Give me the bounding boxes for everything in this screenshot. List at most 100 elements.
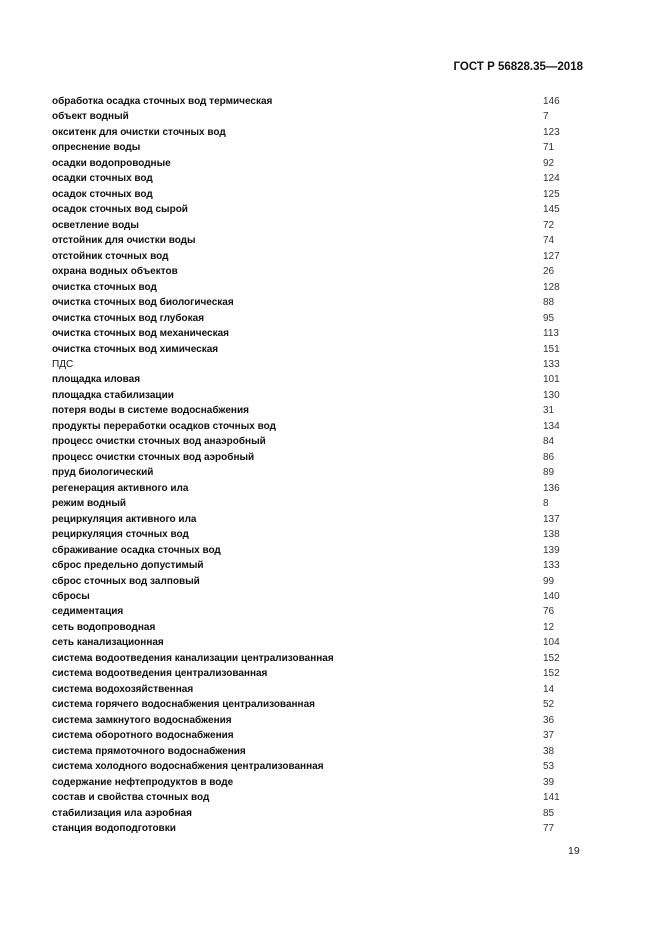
index-page-ref: 139: [543, 544, 560, 556]
index-term: осадок сточных вод: [52, 188, 153, 200]
index-entry: регенерация активного ила 136: [52, 481, 572, 496]
index-term: система прямоточного водоснабжения: [52, 745, 246, 757]
index-term: ПДС: [52, 358, 74, 370]
index-page-ref: 140: [543, 591, 560, 602]
index-entry: сбраживание осадка сточных вод 139: [52, 543, 572, 558]
index-term: очистка сточных вод биологическая: [52, 297, 234, 309]
index-entry: площадка иловая 101: [52, 372, 572, 387]
index-page-ref: 151: [543, 343, 560, 355]
index-page-ref: 92: [543, 157, 555, 169]
index-entry: сеть канализационная 104: [52, 635, 572, 650]
index-page-ref: 8: [543, 498, 549, 510]
index-page-ref: 113: [543, 328, 559, 340]
index-page-ref: 138: [543, 529, 560, 541]
index-term: сеть канализационная: [52, 637, 164, 649]
index-entry: пруд биологический 89: [52, 465, 572, 480]
index-entry: осадки сточных вод 124: [52, 171, 572, 186]
index-term: седиментация: [52, 606, 124, 618]
index-page-ref: 38: [543, 745, 555, 757]
index-term: режим водный: [52, 498, 127, 510]
index-term: система горячего водоснабжения централиз…: [52, 699, 315, 711]
index-page-ref: 133: [543, 358, 560, 370]
index-entry: состав и свойства сточных вод 141: [52, 790, 572, 805]
index-entry: сеть водопроводная 12: [52, 620, 572, 635]
index-term: система водоотведения централизованная: [52, 668, 268, 680]
index-entry: площадка стабилизации 130: [52, 388, 572, 403]
index-term: очистка сточных вод механическая: [52, 328, 229, 340]
index-term: объект водный: [52, 111, 129, 123]
index-entry: система оборотного водоснабжения 37: [52, 728, 572, 743]
index-page-ref: 89: [543, 467, 555, 479]
index-entry: очистка сточных вод механическая 113: [52, 326, 572, 341]
index-term: охрана водных объектов: [52, 266, 178, 278]
index-entry: осадок сточных вод сырой 145: [52, 202, 572, 217]
index-entry: стабилизация ила аэробная 85: [52, 806, 572, 821]
index-term: система водохозяйственная: [52, 683, 194, 695]
index-term: отстойник для очистки воды: [52, 235, 196, 247]
index-entry: система водохозяйственная 14: [52, 682, 572, 697]
page-number: 19: [568, 845, 580, 857]
index-term: очистка сточных вод химическая: [52, 343, 219, 355]
index-term: потеря воды в системе водоснабжения: [52, 405, 249, 417]
index-page-ref: 84: [543, 436, 555, 448]
index-term: сброс предельно допустимый: [52, 560, 204, 572]
index-term: состав и свойства сточных вод: [52, 792, 210, 804]
index-entry: режим водный 8: [52, 496, 572, 511]
index-term: очистка сточных вод глубокая: [52, 312, 205, 324]
alphabetical-index: обработка осадка сточных вод термическая…: [52, 94, 572, 837]
index-term: процесс очистки сточных вод анаэробный: [52, 436, 266, 448]
index-entry: ПДС 133: [52, 357, 572, 372]
index-entry: процесс очистки сточных вод анаэробный 84: [52, 434, 572, 449]
index-page-ref: 130: [543, 389, 560, 401]
index-entry: осадки водопроводные 92: [52, 156, 572, 171]
index-term: площадка иловая: [52, 374, 141, 386]
index-entry: станция водоподготовки 77: [52, 821, 572, 836]
index-page-ref: 37: [543, 730, 555, 742]
index-page-ref: 104: [543, 637, 560, 649]
index-term: очистка сточных вод: [52, 281, 157, 293]
index-entry: система горячего водоснабжения централиз…: [52, 697, 572, 712]
index-term: окситенк для очистки сточных вод: [52, 126, 226, 138]
index-entry: сброс сточных вод залповый 99: [52, 574, 572, 589]
index-entry: система водоотведения централизованная 15…: [52, 666, 572, 681]
index-entry: очистка сточных вод 128: [52, 280, 572, 295]
index-entry: система холодного водоснабжения централи…: [52, 759, 572, 774]
index-page-ref: 72: [543, 219, 555, 231]
index-term: обработка осадка сточных вод термическая: [52, 96, 273, 107]
index-page-ref: 12: [543, 621, 555, 633]
index-page-ref: 152: [543, 668, 560, 680]
index-page-ref: 31: [543, 405, 555, 417]
index-entry: процесс очистки сточных вод аэробный 86: [52, 450, 572, 465]
index-term: система водоотведения канализации центра…: [52, 652, 334, 664]
index-page-ref: 71: [543, 142, 555, 154]
index-term: содержание нефтепродуктов в воде: [52, 776, 234, 788]
index-page-ref: 76: [543, 606, 555, 618]
index-entry: рециркуляция сточных вод 138: [52, 527, 572, 542]
index-entry: осветление воды 72: [52, 218, 572, 233]
index-entry: потеря воды в системе водоснабжения 31: [52, 403, 572, 418]
index-term: система холодного водоснабжения централи…: [52, 761, 324, 773]
index-entry: охрана водных объектов 26: [52, 264, 572, 279]
index-term: сбросы: [52, 591, 90, 602]
index-page-ref: 128: [543, 281, 560, 293]
index-term: опреснение воды: [52, 142, 141, 154]
index-entry: седиментация 76: [52, 604, 572, 619]
index-page-ref: 125: [543, 188, 560, 200]
index-entry: отстойник для очистки воды 74: [52, 233, 572, 248]
index-entry: опреснение воды 71: [52, 140, 572, 155]
index-page-ref: 85: [543, 807, 555, 819]
index-page-ref: 99: [543, 575, 555, 587]
index-entry: обработка осадка сточных вод термическая…: [52, 94, 572, 109]
index-term: рециркуляция сточных вод: [52, 529, 189, 541]
index-page-ref: 95: [543, 312, 555, 324]
index-term: сеть водопроводная: [52, 621, 156, 633]
index-term: станция водоподготовки: [52, 823, 176, 835]
index-page-ref: 124: [543, 173, 560, 185]
index-page-ref: 127: [543, 250, 560, 262]
index-entry: система замкнутого водоснабжения 36: [52, 713, 572, 728]
index-page-ref: 74: [543, 235, 555, 247]
index-page-ref: 146: [543, 96, 560, 107]
index-entry: рециркуляция активного ила 137: [52, 512, 572, 527]
index-page-ref: 36: [543, 714, 555, 726]
index-term: процесс очистки сточных вод аэробный: [52, 451, 255, 463]
